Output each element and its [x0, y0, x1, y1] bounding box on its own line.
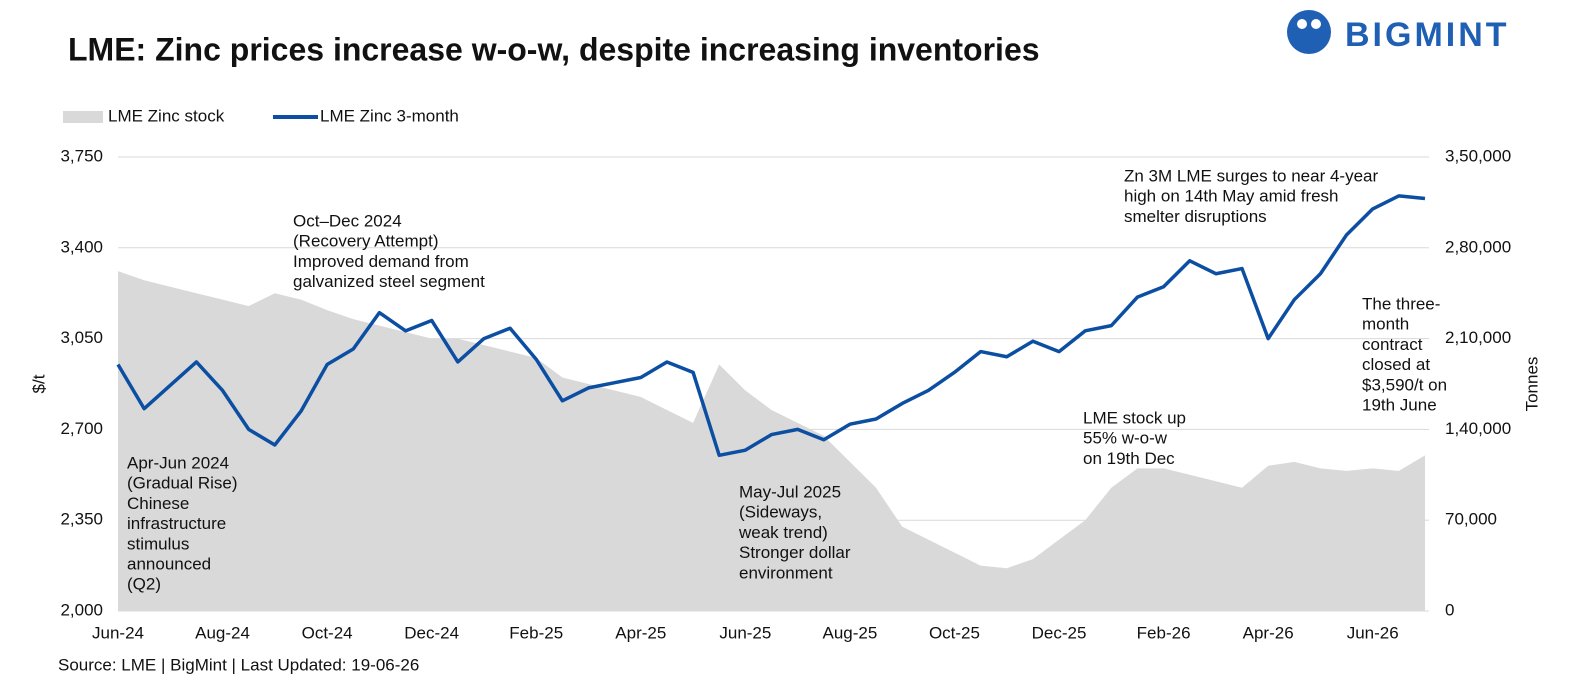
logo: BIGMINT: [1287, 10, 1510, 54]
annotation: $3,590/t on: [1362, 375, 1447, 394]
x-tick-label: Apr-26: [1243, 623, 1294, 642]
annotation: The three-: [1362, 294, 1440, 313]
annotation: (Recovery Attempt): [293, 232, 439, 251]
x-tick-label: Feb-26: [1137, 623, 1191, 642]
x-tick-label: Aug-25: [823, 623, 878, 642]
annotation: galvanized steel segment: [293, 272, 485, 291]
annotation: closed at: [1362, 355, 1430, 374]
annotation: Chinese: [127, 494, 189, 513]
annotation: on 19th Dec: [1083, 449, 1175, 468]
annotation: stimulus: [127, 534, 189, 553]
x-tick-label: Oct-24: [302, 623, 353, 642]
logo-icon-dot: [1311, 19, 1321, 29]
y2-tick-label: 2,80,000: [1445, 237, 1511, 256]
y-tick-label: 2,350: [60, 510, 103, 529]
y-tick-label: 2,700: [60, 419, 103, 438]
y2-tick-label: 3,50,000: [1445, 146, 1511, 165]
x-tick-label: Dec-25: [1032, 623, 1087, 642]
annotation: month: [1362, 315, 1409, 334]
legend-swatch: [63, 111, 103, 123]
y2-tick-label: 2,10,000: [1445, 328, 1511, 347]
logo-text: BIGMINT: [1345, 16, 1510, 54]
y2-tick-label: 0: [1445, 600, 1454, 619]
x-tick-label: Aug-24: [195, 623, 250, 642]
x-tick-label: Dec-24: [404, 623, 459, 642]
annotation: Oct–Dec 2024: [293, 211, 402, 230]
y2-tick-label: 1,40,000: [1445, 419, 1511, 438]
annotation: environment: [739, 563, 833, 582]
annotation: announced: [127, 554, 211, 573]
annotation: Zn 3M LME surges to near 4-year: [1124, 166, 1379, 185]
logo-icon: [1287, 10, 1331, 54]
x-tick-label: Jun-25: [719, 623, 771, 642]
y2-tick-label: 70,000: [1445, 510, 1497, 529]
annotation: 55% w-o-w: [1083, 429, 1168, 448]
chart-title: LME: Zinc prices increase w-o-w, despite…: [68, 31, 1040, 67]
price-line: [116, 194, 1426, 458]
annotation: infrastructure: [127, 514, 226, 533]
y-tick-label: 2,000: [60, 600, 103, 619]
stock-area: [118, 271, 1425, 611]
logo-icon-dot: [1297, 19, 1307, 29]
annotation: high on 14th May amid fresh: [1124, 187, 1339, 206]
annotation: (Q2): [127, 575, 161, 594]
y-tick-label: 3,050: [60, 328, 103, 347]
annotation: 19th June: [1362, 395, 1437, 414]
annotation: Stronger dollar: [739, 543, 851, 562]
source-note: Source: LME | BigMint | Last Updated: 19…: [58, 655, 419, 674]
y-tick-label: 3,750: [60, 146, 103, 165]
legend-label: LME Zinc 3-month: [320, 106, 459, 125]
x-tick-label: Jun-26: [1347, 623, 1399, 642]
x-tick-label: Oct-25: [929, 623, 980, 642]
x-tick-label: Jun-24: [92, 623, 144, 642]
annotation: smelter disruptions: [1124, 207, 1267, 226]
annotation: May-Jul 2025: [739, 482, 841, 501]
y2-axis-label: Tonnes: [1522, 357, 1541, 412]
annotation: contract: [1362, 335, 1423, 354]
annotation: (Gradual Rise): [127, 474, 238, 493]
annotation: Improved demand from: [293, 252, 469, 271]
annotation: Apr-Jun 2024: [127, 453, 229, 472]
y-axis-label: $/t: [29, 374, 48, 393]
legend-label: LME Zinc stock: [108, 106, 225, 125]
y-tick-label: 3,400: [60, 237, 103, 256]
x-tick-label: Apr-25: [615, 623, 666, 642]
annotation: LME stock up: [1083, 408, 1186, 427]
x-tick-label: Feb-25: [509, 623, 563, 642]
annotation: weak trend): [738, 523, 828, 542]
annotation: (Sideways,: [739, 503, 822, 522]
